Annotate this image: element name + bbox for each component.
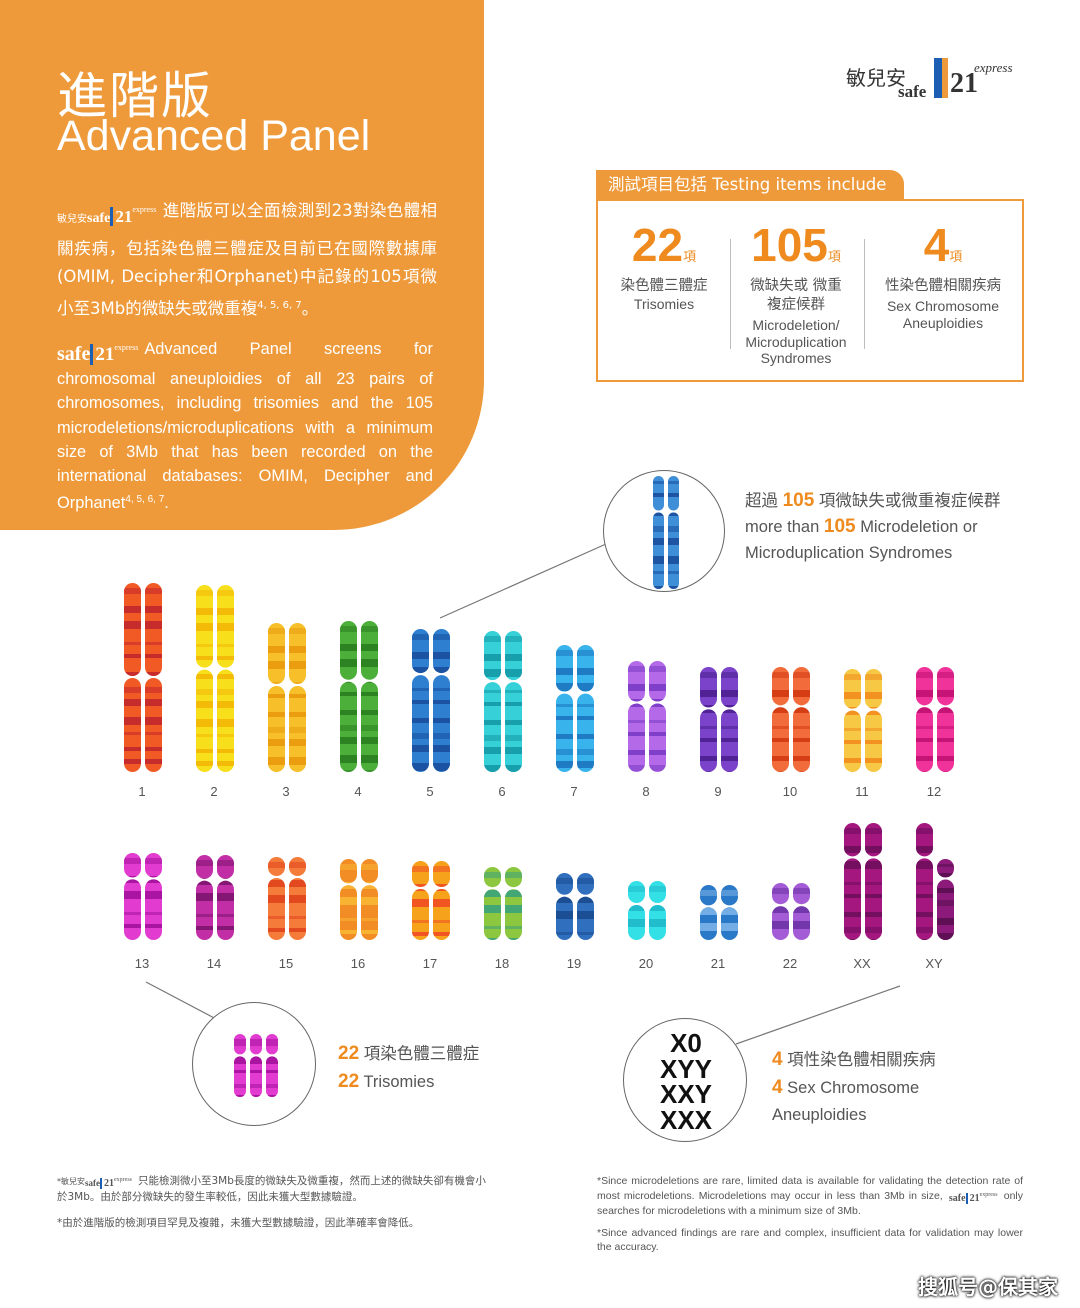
title-zh: 進階版 <box>57 67 213 125</box>
chromosome-10 <box>772 667 810 772</box>
footnote-zh-1: *敏兒安safe 21express 只能檢測微小至3Mb長度的微缺失及微重複，然而… <box>57 1175 486 1203</box>
chromosome-5 <box>412 629 450 772</box>
chromosome-label: 4 <box>354 784 362 799</box>
chromosome-label: 2 <box>210 784 218 799</box>
chromosome-y <box>937 859 954 940</box>
chromosome-8 <box>628 661 666 773</box>
trisomy-circle <box>192 1002 316 1126</box>
stat-trisomies: 22項 染色體三體症 Trisomies <box>620 219 708 312</box>
stat-sex-chromosome: 4項 性染色體相關疾病 Sex Chromosome Aneuploidies <box>885 219 1001 331</box>
chromosome-label: 18 <box>494 956 510 971</box>
chromosome-label: XX <box>853 956 871 971</box>
chromosome-20 <box>628 881 666 940</box>
trisomy-chromosome-icon <box>234 1034 278 1097</box>
chromosome-14 <box>196 855 234 940</box>
chromosome-label: 6 <box>498 784 506 799</box>
trisomy-callout: 22 項染色體三體症 22 Trisomies <box>338 1043 480 1092</box>
chromosome-label: 15 <box>278 956 294 971</box>
chromosome-label: 17 <box>422 956 438 971</box>
chromosome-15 <box>268 857 306 940</box>
brand-logo: 敏兒安 safe 21 express <box>846 58 1013 101</box>
chromosome-label: 3 <box>282 784 290 799</box>
chromosome-label: XY <box>925 956 943 971</box>
sex-callout: 4 項性染色體相關疾病 4 Sex Chromosome Aneuploidie… <box>772 1049 936 1124</box>
micro-chromosome-icon <box>653 476 679 589</box>
description-en: safe 21express Advanced Panel screens for… <box>57 336 433 515</box>
footnote-en-2: *Since advanced findings are rare and co… <box>597 1227 1023 1253</box>
footnote-zh-2: *由於進階版的檢測項目罕見及複雜，未獲大型數據驗證，因此準確率會降低。 <box>57 1217 420 1229</box>
testing-items-box: 22項 染色體三體症 Trisomies 105項 微缺失或 微重複症候群 Mi… <box>596 199 1024 382</box>
chromosome-1 <box>124 583 162 772</box>
chromosome-label: 13 <box>134 956 150 971</box>
chromosome-13 <box>124 853 162 940</box>
chromosome-9 <box>700 667 738 772</box>
chromosome-16 <box>340 859 378 940</box>
chromosome-12 <box>916 667 954 772</box>
chromosome-label: 16 <box>350 956 366 971</box>
micro-circle <box>603 470 725 592</box>
sex-karyotype-list: X0 XYY XXY XXX <box>659 1028 713 1135</box>
chromosome-label: 19 <box>566 956 582 971</box>
chromosome-6 <box>484 631 522 772</box>
micro-callout: 超過 105 項微缺失或微重複症候群 more than 105 Microde… <box>745 490 1001 562</box>
chromosome-label: 10 <box>782 784 798 799</box>
chromosome-2 <box>196 585 234 772</box>
chromosome-label: 14 <box>206 956 222 971</box>
chromosome-11 <box>844 669 882 772</box>
chromosome-label: 8 <box>642 784 650 799</box>
chromosome-17 <box>412 861 450 940</box>
sex-circle <box>623 1018 747 1142</box>
chromosome-label: 12 <box>926 784 942 799</box>
title-en: Advanced Panel <box>57 112 371 160</box>
testing-items-tab: 測試項目包括 Testing items include <box>596 170 904 200</box>
description-zh: 敏兒安safe 21express 進階版可以全面檢測到23對染色體相關疾病，包括… <box>57 196 437 323</box>
chromosome-22 <box>772 883 810 940</box>
chromosome-label: 22 <box>782 956 798 971</box>
chromosome-xx <box>844 823 882 940</box>
chromosome-xy <box>916 823 933 940</box>
chromosome-18 <box>484 867 522 940</box>
hero-panel: 進階版 Advanced Panel 敏兒安safe 21express 進階版可… <box>0 0 484 530</box>
stat-microdeletions: 105項 微缺失或 微重複症候群 Microdeletion/ Microdup… <box>745 219 847 366</box>
chromosome-4 <box>340 621 378 772</box>
chromosome-19 <box>556 873 594 940</box>
chromosome-label: 7 <box>570 784 578 799</box>
inline-logo: safe 21express <box>57 343 139 365</box>
chromosome-label: 20 <box>638 956 654 971</box>
chromosome-3 <box>268 623 306 772</box>
chromosome-label: 9 <box>714 784 722 799</box>
chromosome-21 <box>700 885 738 940</box>
watermark: 搜狐号@保其家 <box>918 1275 1058 1299</box>
inline-logo: 敏兒安safe 21express <box>57 205 157 226</box>
chromosome-label: 11 <box>855 784 869 799</box>
chromosome-label: 1 <box>138 784 146 799</box>
footnote-en-1: *Since microdeletions are rare, limited … <box>597 1175 1023 1217</box>
chromosome-label: 21 <box>710 956 726 971</box>
chromosome-7 <box>556 645 594 772</box>
chromosome-label: 5 <box>426 784 434 799</box>
